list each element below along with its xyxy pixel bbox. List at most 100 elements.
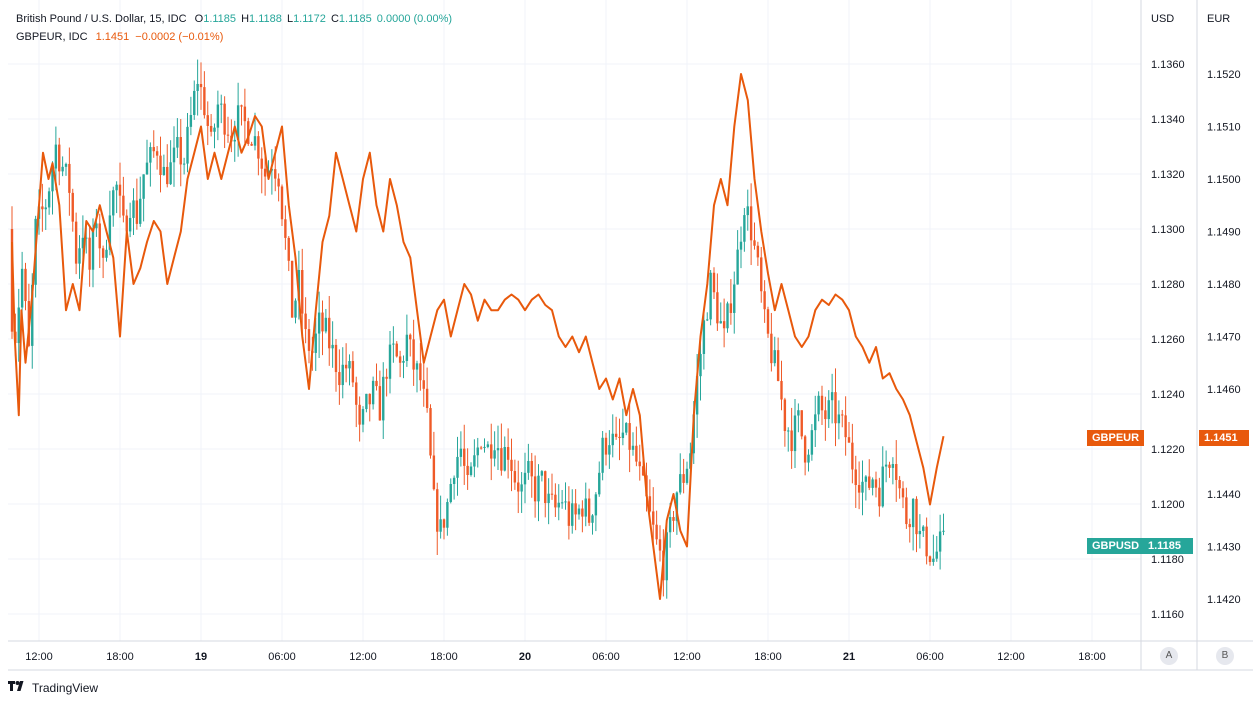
compare-series-change: −0.0002 (−0.01%): [135, 31, 224, 43]
candle-body: [641, 466, 645, 476]
candle-body: [378, 386, 382, 421]
candle-body: [490, 444, 493, 459]
candle-body: [81, 237, 85, 249]
candle-body: [324, 317, 328, 332]
candle-body: [132, 200, 135, 218]
eur-tick-label: 1.1490: [1207, 227, 1241, 239]
candle-body: [763, 291, 766, 310]
candle-body: [554, 494, 557, 508]
candle-body: [631, 445, 635, 450]
candle-body: [797, 410, 800, 416]
candle-body: [581, 508, 584, 517]
candle-body: [746, 206, 749, 216]
candle-body: [608, 445, 611, 455]
candle-body: [71, 192, 74, 222]
time-tick-label: 19: [195, 651, 207, 663]
candle-body: [726, 303, 729, 329]
candle-body: [355, 382, 358, 405]
candle-body: [463, 448, 466, 466]
candle-body: [547, 493, 550, 504]
candle-body: [449, 484, 452, 503]
time-tick-label: 18:00: [1078, 651, 1106, 663]
candle-body: [679, 474, 682, 493]
candle-body: [625, 423, 628, 433]
branding[interactable]: TradingView: [8, 680, 98, 695]
time-tick-label: 21: [843, 651, 855, 663]
gbpusd-name-badge: GBPUSD: [1087, 538, 1145, 554]
usd-tick-label: 1.1240: [1151, 389, 1185, 401]
candle-body: [685, 468, 689, 483]
gbpusd-candles: [10, 59, 945, 599]
candle-body: [412, 339, 415, 370]
close-value: 1.1185: [338, 13, 372, 25]
candle-body: [162, 166, 166, 176]
candle-body: [220, 103, 223, 105]
compare-series-legend: GBPEUR, IDC 1.1451 −0.0002 (−0.01%): [16, 31, 223, 43]
candle-body: [47, 191, 51, 208]
candle-body: [304, 313, 307, 330]
candle-body: [881, 466, 884, 507]
time-axis[interactable]: 12:00 18:00 19 06:00 12:00 18:00 20 06:00 12:00 1…: [25, 651, 1106, 663]
candle-body: [199, 83, 203, 88]
candle-body: [719, 321, 722, 324]
candle-body: [419, 363, 422, 381]
candle-body: [425, 388, 429, 409]
candle-body: [456, 456, 459, 478]
candle-body: [101, 248, 105, 258]
candle-body: [803, 436, 807, 463]
candle-body: [466, 465, 469, 476]
high-label: H: [241, 13, 250, 25]
candle-body: [557, 502, 560, 508]
candle-body: [587, 498, 591, 523]
candle-body: [78, 248, 81, 264]
candle-body: [479, 447, 483, 449]
candle-body: [898, 479, 901, 489]
eur-price-axis[interactable]: 1.1520 1.1510 1.1500 1.1490 1.1480 1.1470 1.14…: [1207, 69, 1241, 606]
candle-body: [496, 448, 500, 451]
usd-price-axis[interactable]: 1.1360 1.1340 1.1320 1.1300 1.1280 1.1260 1.12…: [1151, 59, 1185, 621]
close-label: C: [330, 13, 339, 25]
candle-body: [807, 454, 810, 463]
time-tick-label: 20: [519, 651, 531, 663]
candle-body: [442, 519, 446, 528]
candle-body: [54, 144, 58, 169]
low-value: 1.1172: [293, 13, 326, 25]
candle-body: [91, 228, 95, 270]
candle-body: [459, 448, 463, 457]
usd-tick-label: 1.1280: [1151, 279, 1185, 291]
candle-body: [41, 206, 44, 210]
candle-body: [766, 309, 770, 334]
candle-body: [935, 551, 938, 559]
secondary-scale-button[interactable]: B: [1216, 647, 1234, 665]
candle-body: [790, 430, 793, 452]
candle-body: [61, 166, 64, 172]
candle-body: [422, 380, 425, 389]
candle-body: [307, 329, 311, 351]
candle-body: [911, 498, 915, 528]
candle-body: [932, 558, 935, 562]
candle-body: [604, 437, 608, 455]
candle-body: [294, 300, 297, 318]
candle-body: [226, 134, 230, 136]
candle-body: [895, 464, 898, 480]
usd-tick-label: 1.1300: [1151, 224, 1185, 236]
candle-body: [817, 395, 820, 415]
candle-body: [513, 471, 517, 483]
candle-body: [591, 515, 594, 523]
candle-body: [908, 524, 911, 528]
main-series-title: British Pound / U.S. Dollar, 15, IDC: [16, 13, 187, 25]
auto-scale-button[interactable]: A: [1160, 647, 1178, 665]
candle-body: [58, 144, 61, 172]
usd-tick-label: 1.1220: [1151, 444, 1185, 456]
candle-body: [240, 105, 243, 107]
candle-body: [544, 471, 547, 504]
candle-body: [857, 485, 861, 493]
candle-body: [142, 174, 145, 199]
candle-body: [749, 206, 753, 241]
candle-body: [344, 364, 348, 369]
candle-body: [469, 466, 473, 476]
candle-body: [773, 350, 776, 364]
candle-body: [905, 497, 908, 525]
compare-series-title: GBPEUR, IDC: [16, 31, 88, 43]
